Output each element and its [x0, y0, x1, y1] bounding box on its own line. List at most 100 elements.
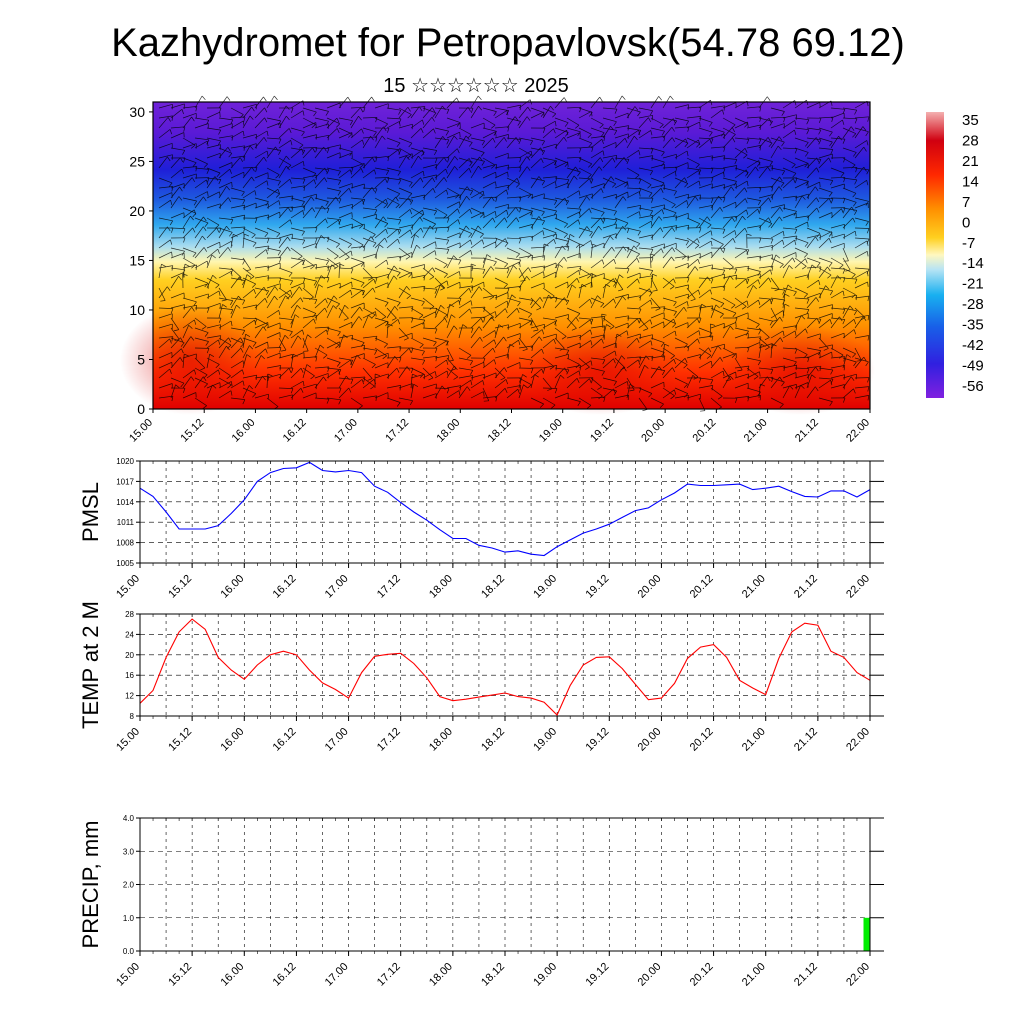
colorbar-label: 0	[962, 214, 970, 231]
y-tick-label: 3.0	[123, 847, 135, 856]
x-tick-label: 18.00	[427, 726, 455, 754]
heatmap-x-tick-label: 17.00	[332, 417, 360, 445]
x-tick-label: 16.12	[271, 573, 299, 601]
heatmap-x-tick-label: 16.00	[230, 417, 258, 445]
y-tick-label: 16	[125, 671, 134, 680]
wind-barb-feather	[664, 185, 665, 190]
y-tick-label: 2.0	[123, 881, 135, 890]
wind-barb	[363, 278, 377, 279]
x-tick-label: 19.00	[531, 573, 559, 601]
x-tick-label: 20.00	[636, 726, 664, 754]
colorbar-label: 21	[962, 153, 979, 170]
wind-barb	[303, 148, 317, 149]
x-tick-label: 18.00	[427, 573, 455, 601]
y-tick-label: 1011	[117, 518, 135, 527]
colorbar-label: 7	[962, 194, 970, 211]
wind-barb-feather	[664, 205, 665, 210]
y-tick-label: 28	[125, 610, 134, 619]
y-tick-label: 1020	[116, 457, 134, 466]
wind-barb	[315, 148, 329, 149]
colorbar-label: -42	[962, 337, 984, 354]
wind-barb-feather	[496, 172, 497, 177]
heatmap-x-tick-label: 19.00	[537, 417, 565, 445]
y-tick-label: 1.0	[123, 914, 135, 923]
wind-barb-feather	[274, 96, 277, 100]
heatmap-x-tick-label: 15.12	[178, 417, 206, 445]
x-tick-label: 20.12	[688, 726, 716, 754]
heatmap-x-tick-label: 19.12	[588, 417, 616, 445]
x-tick-label: 22.00	[844, 573, 872, 601]
heatmap-y-tick-label: 5	[137, 351, 145, 367]
wind-barb-feather	[622, 96, 625, 100]
colorbar-label: 28	[962, 132, 979, 149]
x-tick-label: 21.12	[792, 726, 820, 754]
colorbar-ramp	[926, 112, 944, 398]
wind-barb-feather	[412, 225, 413, 230]
x-tick-label: 19.12	[583, 961, 611, 989]
heatmap-x-tick-label: 17.12	[383, 417, 411, 445]
heatmap-x-tick-label: 21.00	[742, 417, 770, 445]
wind-barb-feather	[564, 98, 567, 102]
colorbar-label: -14	[962, 255, 984, 272]
heatmap-x-tick-label: 16.12	[281, 417, 309, 445]
wind-barb-feather	[724, 172, 725, 177]
y-tick-label: 20	[125, 651, 134, 660]
wind-barb-feather	[340, 145, 341, 150]
y-axis-label: PRECIP, mm	[78, 821, 103, 949]
x-tick-label: 16.00	[218, 726, 246, 754]
wind-barb-feather	[372, 97, 375, 101]
x-tick-label: 20.12	[688, 961, 716, 989]
wind-barb-feather	[767, 97, 770, 101]
x-tick-label: 17.12	[375, 573, 403, 601]
x-tick-label: 18.12	[479, 726, 507, 754]
figure-subtitle: 15 ☆☆☆☆☆☆ 2025	[383, 75, 568, 97]
x-tick-label: 16.00	[218, 961, 246, 989]
wind-barb-feather	[232, 182, 233, 187]
heatmap-y-tick-label: 0	[137, 401, 145, 417]
wind-barb-feather	[412, 272, 413, 277]
heatmap-x-tick-label: 22.00	[844, 417, 872, 445]
wind-barb-feather	[227, 97, 230, 101]
x-tick-label: 20.00	[636, 573, 664, 601]
wind-barb-feather	[484, 212, 485, 217]
wind-barb-feather	[642, 409, 647, 410]
x-tick-label: 18.00	[427, 961, 455, 989]
wind-barb-feather	[844, 375, 845, 380]
heatmap-warm-core	[725, 325, 875, 415]
x-tick-label: 15.12	[166, 961, 194, 989]
x-tick-label: 20.12	[688, 573, 716, 601]
colorbar-label: -35	[962, 317, 984, 334]
x-tick-label: 15.00	[114, 573, 142, 601]
wind-barb-feather	[670, 96, 673, 100]
heatmap-x-tick-label: 21.12	[793, 417, 821, 445]
x-tick-label: 19.12	[583, 726, 611, 754]
wind-barb-feather	[659, 96, 662, 100]
wind-barb-feather	[700, 122, 701, 127]
wind-barb-feather	[736, 372, 737, 377]
y-axis-label: TEMP at 2 M	[78, 601, 103, 729]
x-tick-label: 15.00	[114, 726, 142, 754]
wind-barb-feather	[700, 411, 705, 412]
x-tick-label: 19.12	[583, 573, 611, 601]
x-tick-label: 17.00	[323, 961, 351, 989]
y-tick-label: 24	[125, 630, 134, 639]
y-tick-label: 4.0	[123, 814, 135, 823]
x-tick-label: 18.12	[479, 573, 507, 601]
heatmap-x-tick-label: 20.12	[691, 417, 719, 445]
y-axis-label: PMSL	[78, 482, 103, 542]
wind-barb-feather	[484, 282, 485, 287]
x-tick-label: 15.12	[166, 726, 194, 754]
y-tick-label: 1005	[116, 559, 134, 568]
colorbar-label: -28	[962, 296, 984, 313]
colorbar-label: -21	[962, 276, 984, 293]
x-tick-label: 21.00	[740, 726, 768, 754]
wind-barb-feather	[592, 282, 593, 287]
x-tick-label: 18.12	[479, 961, 507, 989]
wind-barb-feather	[264, 97, 267, 101]
heatmap-x-tick-label: 15.00	[127, 417, 155, 445]
